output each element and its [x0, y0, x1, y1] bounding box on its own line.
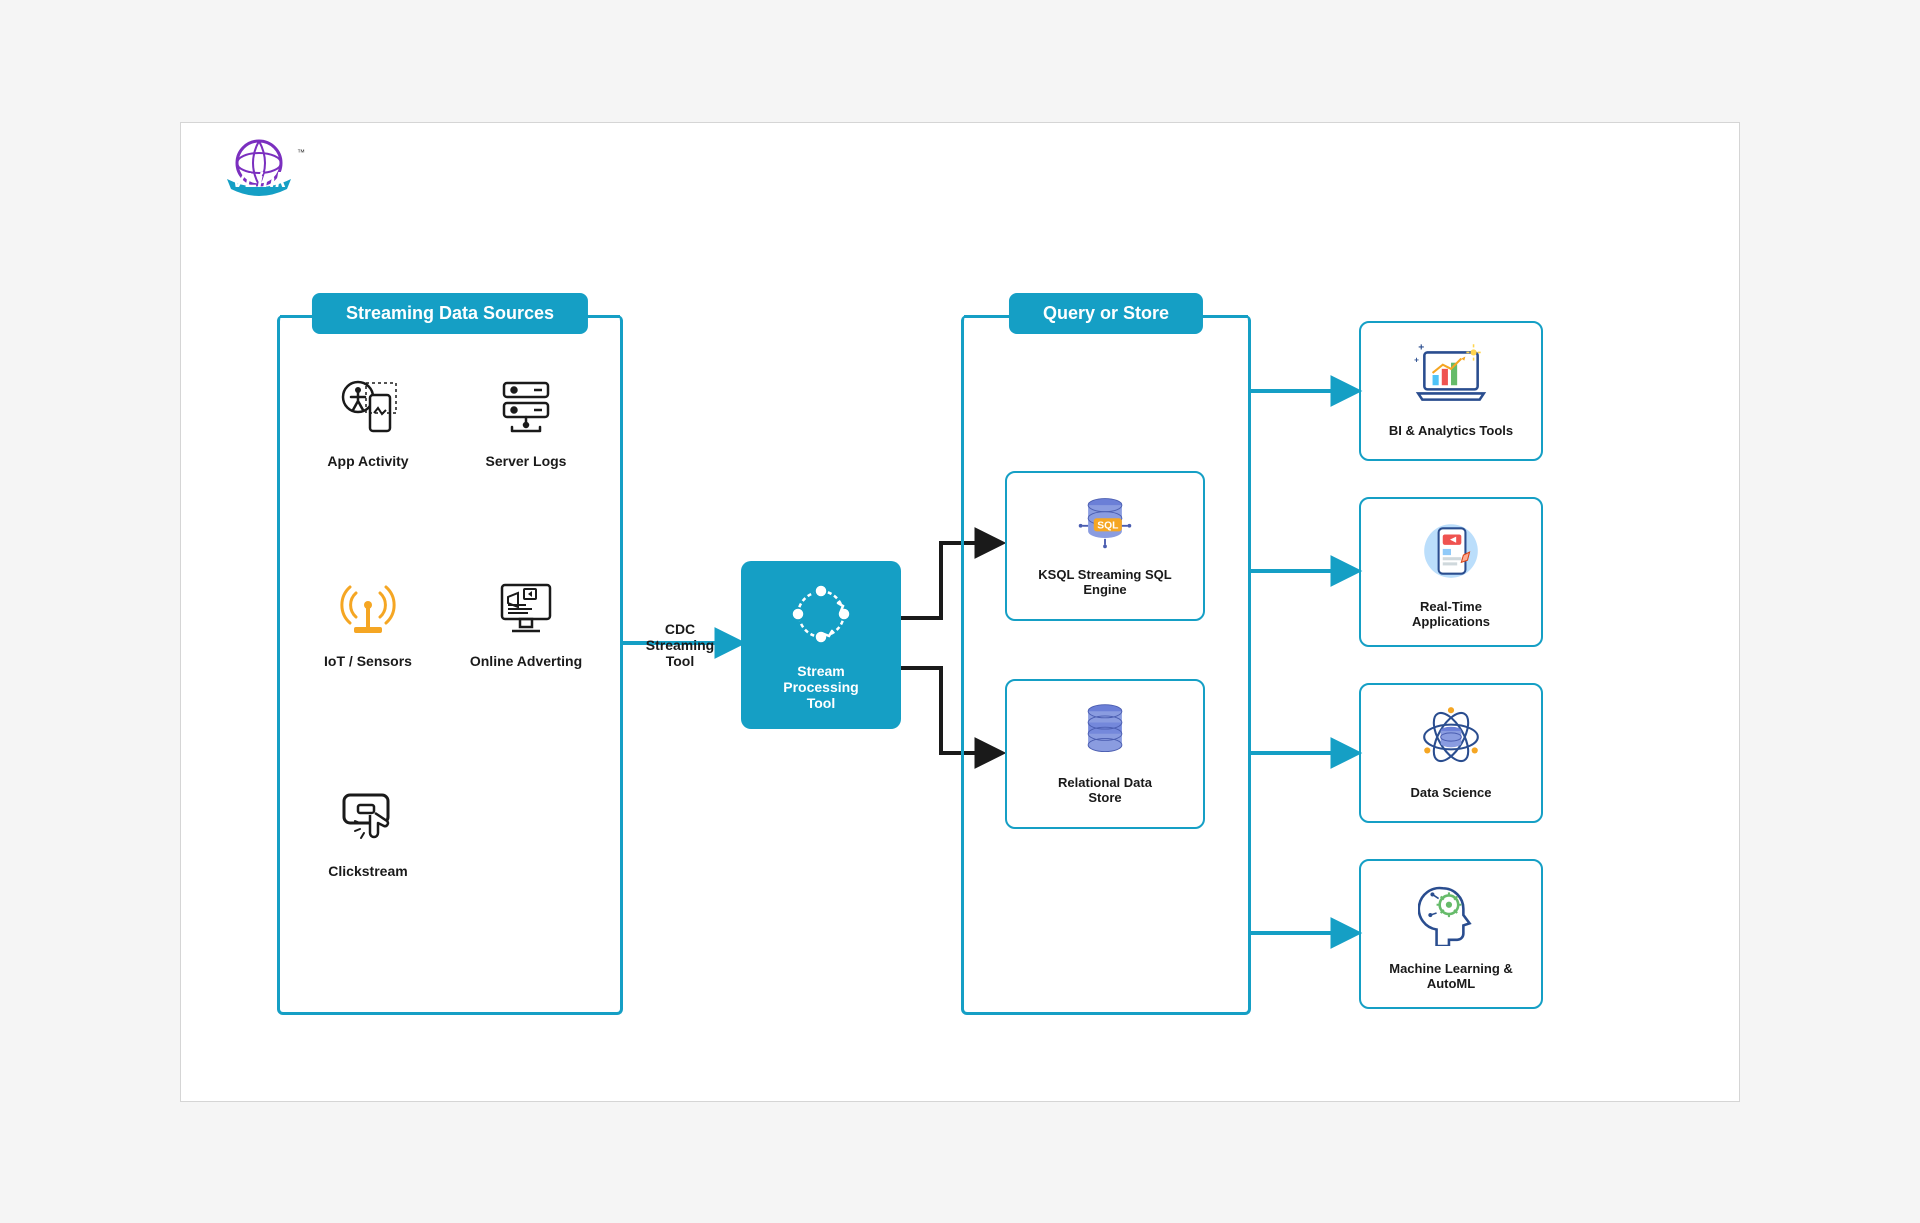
source-label: IoT / Sensors — [303, 653, 433, 669]
svg-text:+: + — [1418, 342, 1424, 353]
svg-text:VLink: VLink — [232, 170, 287, 192]
server-icon — [461, 371, 591, 443]
output-label: BI & Analytics Tools — [1369, 423, 1533, 438]
query-title-text: Query or Store — [1043, 303, 1169, 323]
output-label: Data Science — [1369, 785, 1533, 800]
atom-db-icon — [1369, 699, 1533, 775]
sources-title-text: Streaming Data Sources — [346, 303, 554, 323]
diagram-canvas: VLink ™ Streaming Data Sources — [180, 122, 1740, 1102]
bi-laptop-icon: ++ — [1369, 337, 1533, 413]
cdc-label: CDCStreamingTool — [635, 621, 725, 669]
query-label: Relational DataStore — [1015, 775, 1195, 805]
sources-title: Streaming Data Sources — [312, 293, 588, 334]
antenna-icon — [303, 571, 433, 643]
query-ksql: SQL KSQL Streaming SQLEngine — [1005, 471, 1205, 621]
source-label: App Activity — [303, 453, 433, 469]
stream-processing-box: StreamProcessingTool — [741, 561, 901, 729]
query-section: Query or Store — [961, 315, 1251, 1015]
mobile-app-icon — [1369, 513, 1533, 589]
sql-db-icon: SQL — [1015, 487, 1195, 557]
vlink-logo: VLink ™ — [209, 135, 309, 207]
source-app-activity: App Activity — [303, 371, 433, 469]
click-icon — [303, 781, 433, 853]
source-iot-sensors: IoT / Sensors — [303, 571, 433, 669]
output-label: Real-TimeApplications — [1369, 599, 1533, 629]
db-stack-icon — [1015, 695, 1195, 765]
query-store: Relational DataStore — [1005, 679, 1205, 829]
source-server-logs: Server Logs — [461, 371, 591, 469]
output-ml: Machine Learning &AutoML — [1359, 859, 1543, 1009]
svg-text:SQL: SQL — [1097, 520, 1118, 531]
output-rta: Real-TimeApplications — [1359, 497, 1543, 647]
ai-head-icon — [1369, 875, 1533, 951]
ad-screen-icon — [461, 571, 591, 643]
svg-text:™: ™ — [297, 148, 305, 157]
source-label: Server Logs — [461, 453, 591, 469]
app-activity-icon — [303, 371, 433, 443]
source-clickstream: Clickstream — [303, 781, 433, 879]
svg-text:+: + — [1414, 355, 1419, 364]
output-ds: Data Science — [1359, 683, 1543, 823]
query-title: Query or Store — [1009, 293, 1203, 334]
output-label: Machine Learning &AutoML — [1369, 961, 1533, 991]
source-online-adverting: Online Adverting — [461, 571, 591, 669]
source-label: Online Adverting — [461, 653, 591, 669]
output-bi: ++BI & Analytics Tools — [1359, 321, 1543, 461]
source-label: Clickstream — [303, 863, 433, 879]
query-label: KSQL Streaming SQLEngine — [1015, 567, 1195, 597]
processor-label: StreamProcessingTool — [741, 663, 901, 711]
process-cycle-icon — [741, 579, 901, 649]
